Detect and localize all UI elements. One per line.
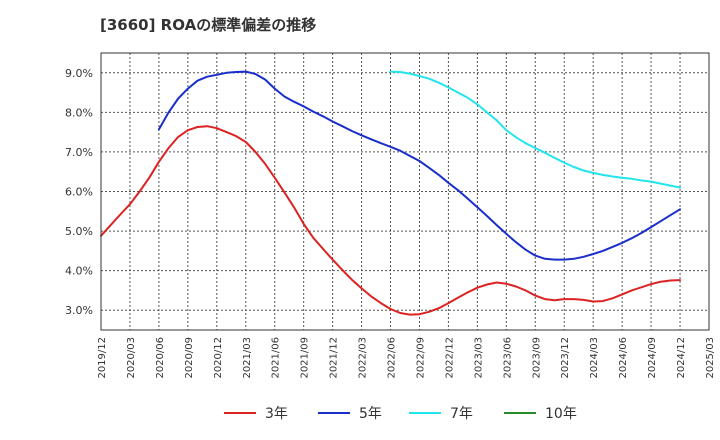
y-tick-labels: 3.0% 4.0% 5.0% 6.0% 7.0% 8.0% 9.0% (65, 67, 93, 317)
chart-title: [3660] ROAの標準偏差の推移 (100, 16, 317, 34)
x-tick-label: 2023/12 (560, 337, 571, 379)
y-tick-label: 6.0% (65, 186, 93, 199)
legend-label-10年: 10年 (545, 406, 577, 422)
x-tick-labels: 2019/12 2020/03 2020/06 2020/09 2020/12 2021/… (97, 337, 716, 379)
y-tick-label: 9.0% (65, 67, 93, 80)
x-tick-label: 2019/12 (97, 337, 108, 379)
x-tick-label: 2022/09 (415, 337, 426, 379)
x-tick-label: 2023/06 (502, 337, 513, 379)
y-tick-label: 4.0% (65, 265, 93, 278)
x-tick-label: 2023/03 (473, 337, 484, 379)
series-lines (100, 70, 681, 316)
legend-label-5年: 5年 (359, 406, 382, 422)
y-tick-label: 5.0% (65, 225, 93, 238)
x-tick-label: 2022/06 (387, 337, 398, 379)
x-tick-label: 2022/12 (444, 337, 455, 379)
x-tick-label: 2020/06 (155, 337, 166, 379)
y-tick-label: 7.0% (65, 146, 93, 159)
x-tick-label: 2022/03 (358, 337, 369, 379)
x-tick-label: 2021/09 (300, 337, 311, 379)
x-tick-label: 2024/03 (589, 337, 600, 379)
plot-frame (100, 52, 710, 331)
grid-layer (101, 53, 709, 330)
x-tick-label: 2021/03 (242, 337, 253, 379)
y-tick-label: 8.0% (65, 106, 93, 119)
x-tick-label: 2024/09 (647, 337, 658, 379)
x-tick-label: 2024/12 (676, 337, 687, 379)
series-line-5年 (157, 70, 681, 261)
x-tick-label: 2021/12 (329, 337, 340, 379)
legend: 3年 5年 7年 10年 (224, 406, 577, 422)
x-tick-label: 2023/09 (531, 337, 542, 379)
x-tick-label: 2020/09 (184, 337, 195, 379)
x-tick-label: 2020/12 (213, 337, 224, 379)
x-tick-label: 2024/06 (618, 337, 629, 379)
legend-label-3年: 3年 (265, 406, 288, 422)
x-tick-label: 2021/06 (271, 337, 282, 379)
series-line-3年 (100, 125, 681, 316)
y-tick-label: 3.0% (65, 304, 93, 317)
series-line-7年 (389, 70, 681, 189)
legend-label-7年: 7年 (450, 406, 473, 422)
x-tick-label: 2020/03 (126, 337, 137, 379)
x-tick-label: 2025/03 (705, 337, 716, 379)
